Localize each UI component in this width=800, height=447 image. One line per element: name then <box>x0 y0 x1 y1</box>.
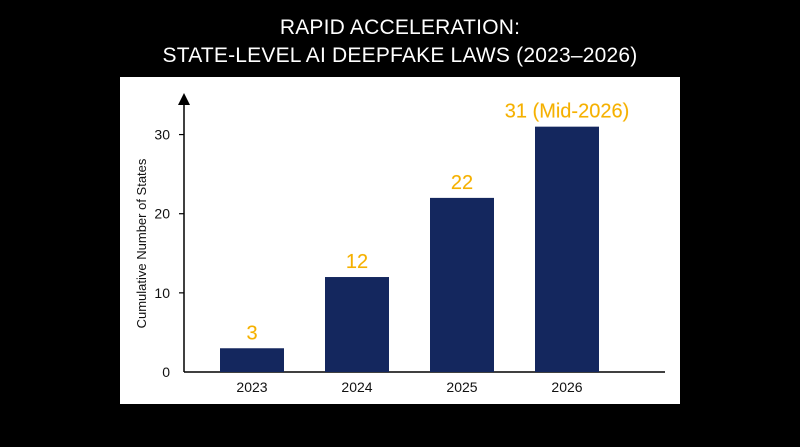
chart-title-line-1: RAPID ACCELERATION: <box>279 16 521 39</box>
chart-title-line-2: STATE-LEVEL AI DEEPFAKE LAWS (2023–2026) <box>162 44 638 67</box>
y-tick-label: 0 <box>162 364 170 380</box>
data-label-2025: 22 <box>451 172 473 194</box>
x-tick-label-2023: 2023 <box>236 379 267 395</box>
x-tick-label-2026: 2026 <box>551 379 582 395</box>
y-tick-label: 10 <box>154 285 170 301</box>
data-label-2026: 31 (Mid-2026) <box>505 101 630 123</box>
data-label-2023: 3 <box>246 322 257 344</box>
bar-2026 <box>535 126 599 373</box>
y-axis-title: Cumulative Number of States <box>134 158 149 328</box>
x-tick-label-2024: 2024 <box>341 379 372 395</box>
bar-2025 <box>430 197 494 372</box>
bar-chart: 0 10 20 30 Cumulative Number of States 3 2023 1… <box>134 93 665 395</box>
data-label-2024: 12 <box>346 251 368 273</box>
y-tick-label: 30 <box>154 127 170 143</box>
bar-2024 <box>325 277 389 372</box>
chart-panel: 0 10 20 30 Cumulative Number of States 3 2023 1… <box>120 77 680 404</box>
chart-title: RAPID ACCELERATION: STATE-LEVEL AI DEEPF… <box>0 14 800 70</box>
x-tick-label-2025: 2025 <box>446 379 477 395</box>
y-axis-arrow-icon <box>178 93 190 105</box>
y-tick-label: 20 <box>154 206 170 222</box>
bar-2023 <box>220 348 284 372</box>
